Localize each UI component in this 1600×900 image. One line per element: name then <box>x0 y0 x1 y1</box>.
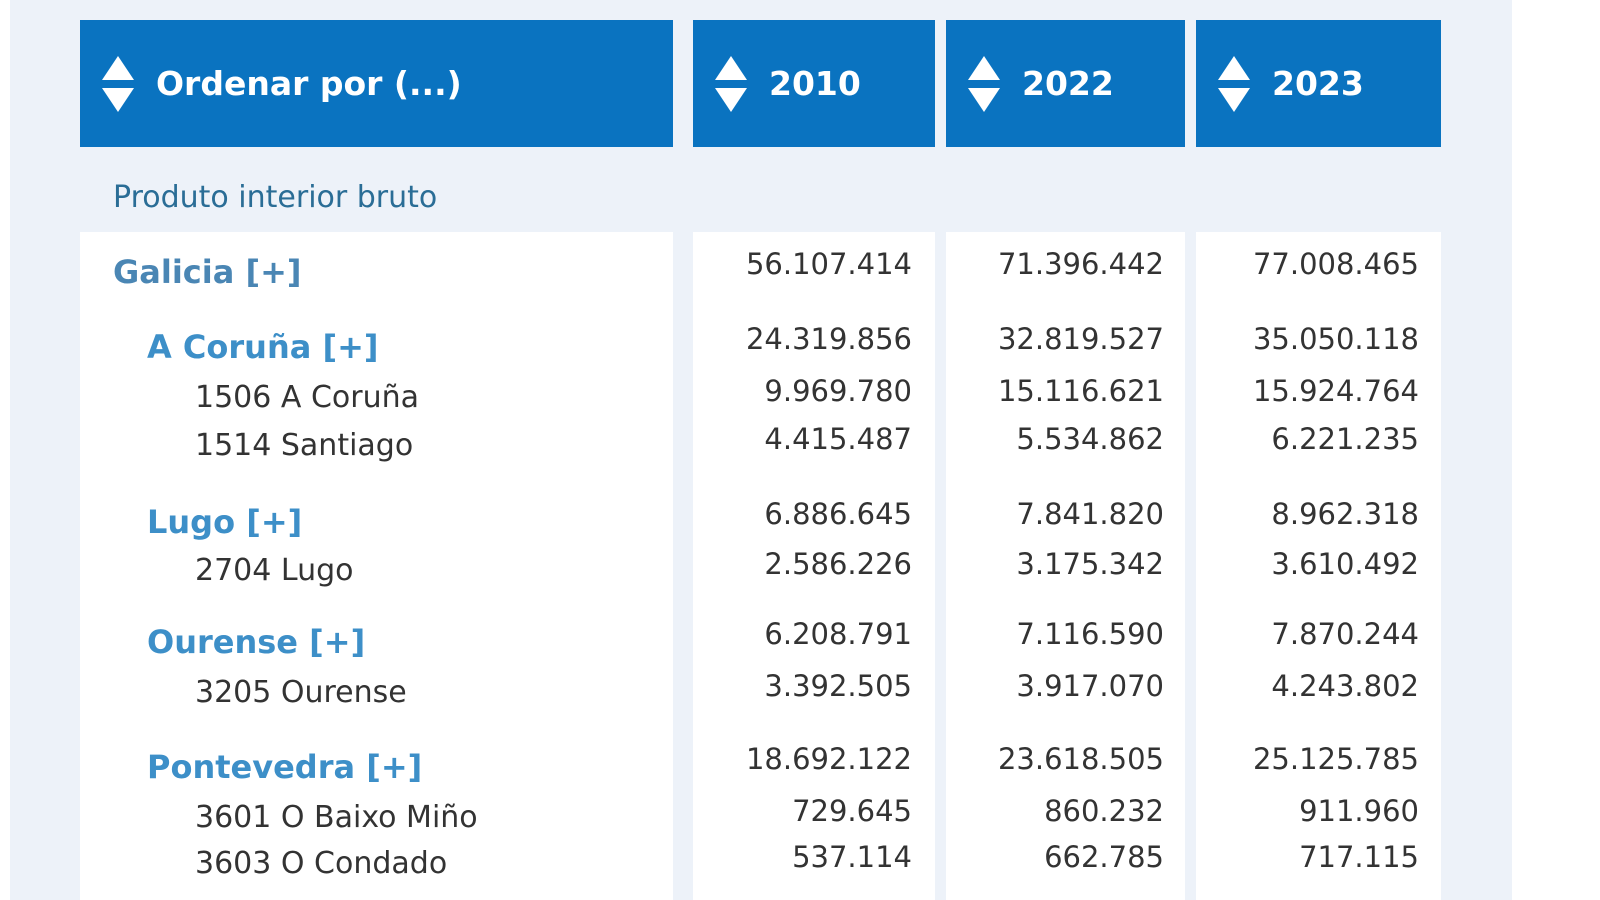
sort-header-2022[interactable]: 2022 <box>946 20 1185 147</box>
table-row: 1506 A Coruña 9.969.780 15.116.621 15.924.7… <box>0 374 1600 420</box>
table-row: Pontevedra [+] 18.692.122 23.618.505 25.125… <box>0 742 1600 788</box>
row-label: 2704 Lugo <box>195 553 354 588</box>
sort-icon <box>102 55 134 112</box>
table-row: Galicia [+] 56.107.414 71.396.442 77.008.46… <box>0 247 1600 293</box>
table-row: Ourense [+] 6.208.791 7.116.590 7.870.244 <box>0 617 1600 663</box>
cell-value: 8.962.318 <box>1271 497 1419 531</box>
cell-value: 24.319.856 <box>745 322 912 356</box>
sort-header-2023[interactable]: 2023 <box>1196 20 1441 147</box>
row-label: 1514 Santiago <box>195 428 414 463</box>
expand-region-link[interactable]: Ourense [+] <box>147 623 366 661</box>
cell-value: 3.610.492 <box>1271 547 1419 581</box>
cell-value: 3.175.342 <box>1016 547 1164 581</box>
header-label: 2010 <box>769 64 861 103</box>
cell-value: 23.618.505 <box>997 742 1164 776</box>
row-label: 3205 Ourense <box>195 675 407 710</box>
cell-value: 5.534.862 <box>1016 422 1164 456</box>
row-label: 1506 A Coruña <box>195 380 419 415</box>
sort-icon <box>968 55 1000 112</box>
cell-value: 56.107.414 <box>745 247 912 281</box>
cell-value: 18.692.122 <box>745 742 912 776</box>
cell-value: 6.886.645 <box>764 497 912 531</box>
cell-value: 9.969.780 <box>764 374 912 408</box>
cell-value: 4.415.487 <box>764 422 912 456</box>
sort-header-2010[interactable]: 2010 <box>693 20 935 147</box>
sort-icon <box>715 55 747 112</box>
column-2022 <box>946 232 1185 900</box>
table-row: 1514 Santiago 4.415.487 5.534.862 6.221.235 <box>0 422 1600 468</box>
table-row: 3601 O Baixo Miño 729.645 860.232 911.960 <box>0 794 1600 840</box>
row-label: 3601 O Baixo Miño <box>195 800 478 835</box>
label-column <box>80 232 673 900</box>
cell-value: 77.008.465 <box>1252 247 1419 281</box>
cell-value: 15.116.621 <box>997 374 1164 408</box>
cell-value: 32.819.527 <box>997 322 1164 356</box>
cell-value: 6.208.791 <box>764 617 912 651</box>
header-label: 2023 <box>1272 64 1364 103</box>
cell-value: 860.232 <box>1044 794 1164 828</box>
cell-value: 4.243.802 <box>1271 669 1419 703</box>
cell-value: 7.841.820 <box>1016 497 1164 531</box>
cell-value: 15.924.764 <box>1252 374 1419 408</box>
cell-value: 3.392.505 <box>764 669 912 703</box>
cell-value: 7.870.244 <box>1271 617 1419 651</box>
cell-value: 7.116.590 <box>1016 617 1164 651</box>
cell-value: 537.114 <box>792 840 912 874</box>
table-row: 3205 Ourense 3.392.505 3.917.070 4.243.802 <box>0 669 1600 715</box>
cell-value: 25.125.785 <box>1252 742 1419 776</box>
sort-header-name[interactable]: Ordenar por (...) <box>80 20 673 147</box>
cell-value: 2.586.226 <box>764 547 912 581</box>
cell-value: 717.115 <box>1299 840 1419 874</box>
expand-region-link[interactable]: Galicia [+] <box>113 253 302 291</box>
sort-icon <box>1218 55 1250 112</box>
cell-value: 3.917.070 <box>1016 669 1164 703</box>
column-2010 <box>693 232 935 900</box>
expand-region-link[interactable]: A Coruña [+] <box>147 328 379 366</box>
header-label: Ordenar por (...) <box>156 64 462 103</box>
table-row: A Coruña [+] 24.319.856 32.819.527 35.050.1… <box>0 322 1600 368</box>
section-title: Produto interior bruto <box>113 180 438 215</box>
table-row: 3603 O Condado 537.114 662.785 717.115 <box>0 840 1600 886</box>
expand-region-link[interactable]: Pontevedra [+] <box>147 748 423 786</box>
expand-region-link[interactable]: Lugo [+] <box>147 503 303 541</box>
row-label: 3603 O Condado <box>195 846 448 881</box>
table-row: 2704 Lugo 2.586.226 3.175.342 3.610.492 <box>0 547 1600 593</box>
column-2023 <box>1196 232 1441 900</box>
cell-value: 911.960 <box>1299 794 1419 828</box>
cell-value: 662.785 <box>1044 840 1164 874</box>
table-row: Lugo [+] 6.886.645 7.841.820 8.962.318 <box>0 497 1600 543</box>
cell-value: 729.645 <box>792 794 912 828</box>
header-label: 2022 <box>1022 64 1114 103</box>
cell-value: 6.221.235 <box>1271 422 1419 456</box>
cell-value: 71.396.442 <box>997 247 1164 281</box>
cell-value: 35.050.118 <box>1252 322 1419 356</box>
